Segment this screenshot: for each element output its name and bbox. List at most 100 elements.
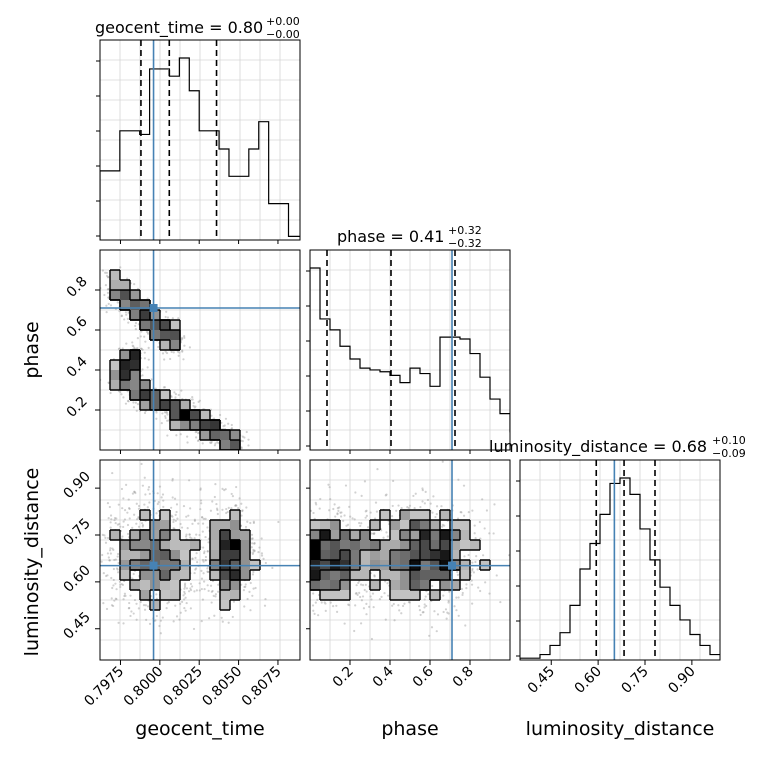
sample-point [190, 585, 194, 588]
sample-point [384, 618, 387, 621]
sample-point [441, 525, 444, 528]
sample-point [231, 615, 234, 619]
sample-point [154, 619, 157, 622]
sample-point [369, 511, 372, 514]
sample-point [178, 351, 181, 354]
sample-point [110, 604, 114, 607]
sample-point [230, 492, 233, 496]
sample-point [213, 614, 216, 617]
sample-point [435, 505, 439, 508]
density-cell [120, 280, 130, 290]
sample-point [163, 386, 167, 389]
density-cell [230, 570, 240, 580]
sample-point [365, 514, 369, 517]
sample-point [133, 282, 136, 286]
sample-point [488, 532, 491, 535]
sample-point [199, 499, 203, 502]
sample-point [124, 594, 127, 597]
sample-point [220, 616, 223, 619]
density-cell [370, 580, 380, 590]
density-cell [440, 570, 450, 580]
sample-point [184, 609, 187, 612]
sample-point [162, 505, 165, 509]
sample-point [206, 567, 209, 570]
density-cell [440, 550, 450, 560]
sample-point [240, 514, 243, 517]
sample-point [194, 556, 197, 560]
sample-point [206, 526, 209, 529]
sample-point [191, 395, 194, 399]
density-cell [440, 510, 450, 520]
sample-point [407, 601, 411, 604]
sample-point [185, 533, 188, 536]
sample-point [461, 591, 464, 595]
density-cell [150, 540, 160, 550]
sample-point [426, 498, 430, 502]
y-tick-label: 0.8 [64, 274, 91, 301]
density-cell [200, 430, 210, 440]
sample-point [360, 522, 363, 525]
density-cell [210, 540, 220, 550]
density-cell [150, 330, 160, 340]
sample-point [242, 451, 244, 453]
sample-point [105, 607, 109, 611]
histogram-bin [269, 204, 279, 240]
sample-point [235, 504, 238, 507]
sample-point [141, 374, 144, 377]
density-cell [320, 590, 330, 600]
sample-point [313, 612, 316, 616]
sample-point [343, 622, 346, 625]
sample-point [187, 514, 190, 517]
density-cell [420, 520, 430, 530]
sample-point [183, 592, 186, 595]
sample-point [365, 613, 368, 616]
histogram-bin [630, 494, 640, 660]
histogram-bin [440, 337, 450, 450]
sample-point [197, 522, 200, 525]
sample-point [243, 585, 246, 589]
sample-point [181, 350, 184, 353]
sample-point [164, 350, 167, 353]
sample-point [192, 401, 195, 405]
density-cell [430, 570, 440, 580]
histogram-bin [410, 368, 420, 450]
sample-point [135, 409, 138, 412]
sample-point [431, 584, 434, 588]
histogram-bin [179, 58, 189, 240]
sample-point [121, 507, 124, 510]
sample-point [462, 484, 466, 487]
sample-point [175, 615, 179, 618]
sample-point [192, 404, 195, 407]
sample-point [105, 271, 108, 274]
sample-point [225, 511, 228, 515]
sample-point [127, 607, 130, 610]
sample-point [125, 483, 128, 486]
density-cell [230, 510, 240, 520]
density-cell [130, 290, 140, 300]
sample-point [249, 581, 252, 585]
sample-point [364, 583, 367, 586]
sample-point [425, 604, 428, 608]
density-cell [310, 540, 320, 550]
sample-point [165, 351, 169, 355]
sample-point [132, 572, 135, 576]
sample-point [479, 537, 482, 540]
histogram-bin [600, 514, 610, 660]
sample-point [173, 391, 176, 394]
sample-point [109, 521, 112, 524]
sample-point [127, 321, 130, 324]
sample-point [217, 454, 219, 456]
sample-point [176, 350, 180, 353]
sample-point [243, 436, 246, 439]
sample-point [320, 601, 323, 604]
density-cell [130, 550, 140, 560]
sample-point [112, 604, 115, 608]
sample-point [235, 485, 238, 489]
sample-point [184, 535, 188, 538]
sample-point [135, 502, 138, 505]
sample-point [112, 584, 115, 587]
sample-point [248, 590, 251, 594]
sample-point [148, 492, 151, 495]
density-cell [180, 420, 190, 430]
sample-point [122, 598, 125, 601]
